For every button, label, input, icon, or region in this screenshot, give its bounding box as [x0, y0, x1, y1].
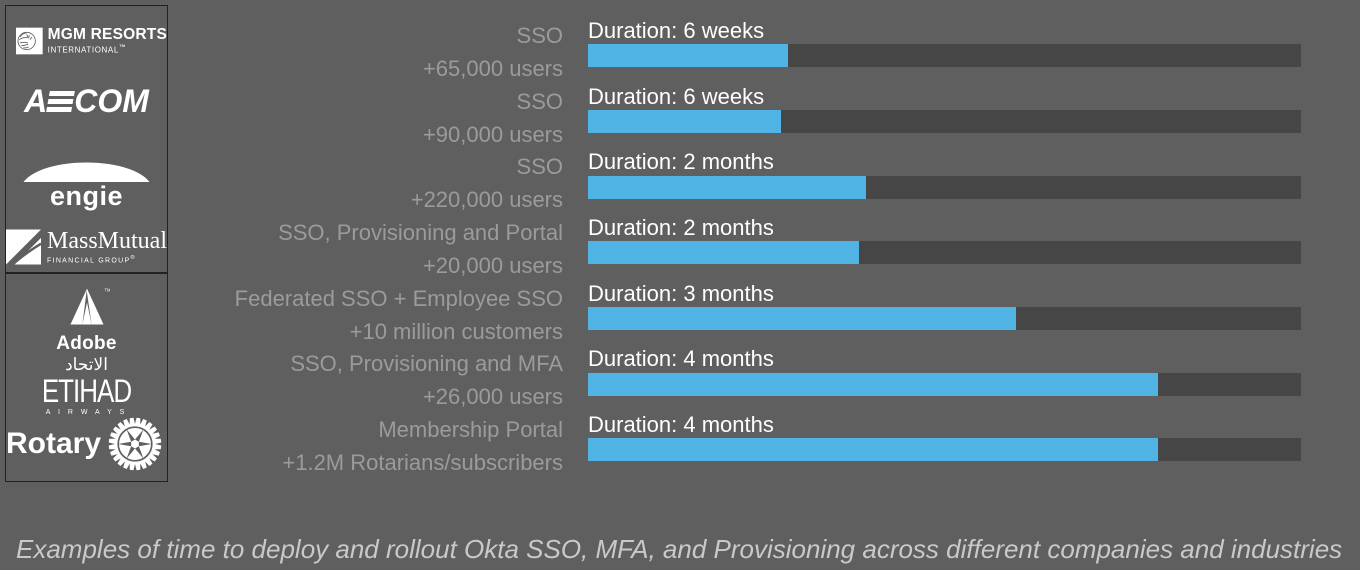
svg-text:engie: engie [50, 181, 123, 211]
svg-text:TM: TM [104, 287, 110, 292]
